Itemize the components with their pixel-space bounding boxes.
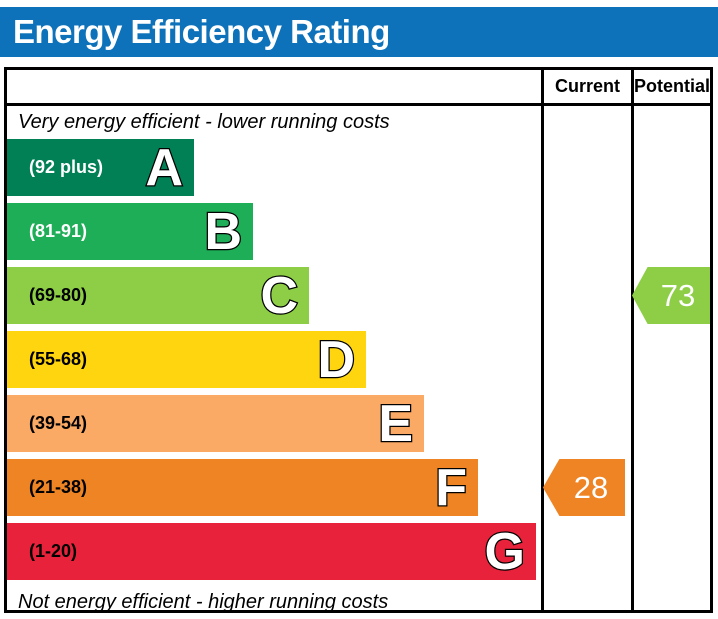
bands-container: (92 plus) A (81-91) B (69-80) C 73 (55-68) D (39-… [7, 139, 710, 580]
band-range-label: (21-38) [29, 477, 88, 497]
band-letter: A [144, 138, 184, 197]
table-header-row: Current Potential [7, 70, 710, 106]
band-row-c: (69-80) C 73 [7, 267, 710, 324]
page-title: Energy Efficiency Rating [13, 13, 390, 50]
band-row-b: (81-91) B [7, 203, 710, 260]
potential-rating-arrow: 73 [632, 267, 710, 324]
band-row-d: (55-68) D [7, 331, 710, 388]
band-range-label: (69-80) [29, 285, 88, 305]
band-letter: C [259, 266, 299, 325]
band-letter: G [483, 522, 526, 581]
band-bar-a: (92 plus) A [7, 139, 194, 196]
table-body: Very energy efficient - lower running co… [7, 106, 710, 613]
current-rating-value: 28 [573, 469, 609, 505]
band-row-g: (1-20) G [7, 523, 710, 580]
band-bar-d: (55-68) D [7, 331, 366, 388]
bottom-note: Not energy efficient - higher running co… [18, 590, 389, 613]
top-note: Very energy efficient - lower running co… [18, 111, 390, 133]
band-bar-b: (81-91) B [7, 203, 253, 260]
band-row-a: (92 plus) A [7, 139, 710, 196]
rating-table: Current Potential Very energy efficient … [4, 67, 713, 613]
current-rating-arrow: 28 [543, 459, 625, 516]
band-letter: B [203, 202, 243, 261]
band-letter: F [434, 458, 468, 517]
band-range-label: (55-68) [29, 349, 88, 369]
band-range-label: (1-20) [29, 541, 78, 561]
band-bar-g: (1-20) G [7, 523, 536, 580]
band-letter: E [377, 394, 414, 453]
band-row-e: (39-54) E [7, 395, 710, 452]
band-letter: D [316, 330, 356, 389]
column-header-potential: Potential [634, 76, 711, 96]
band-range-label: (92 plus) [29, 157, 104, 177]
band-range-label: (81-91) [29, 221, 88, 241]
column-divider-potential [631, 70, 634, 610]
potential-rating-value: 73 [660, 277, 696, 313]
title-bar: Energy Efficiency Rating [0, 7, 718, 57]
column-header-current: Current [554, 76, 620, 96]
column-divider-current [541, 70, 544, 610]
band-row-f: (21-38) F 28 [7, 459, 710, 516]
band-range-label: (39-54) [29, 413, 88, 433]
band-bar-c: (69-80) C [7, 267, 309, 324]
band-bar-f: (21-38) F [7, 459, 478, 516]
band-bar-e: (39-54) E [7, 395, 424, 452]
